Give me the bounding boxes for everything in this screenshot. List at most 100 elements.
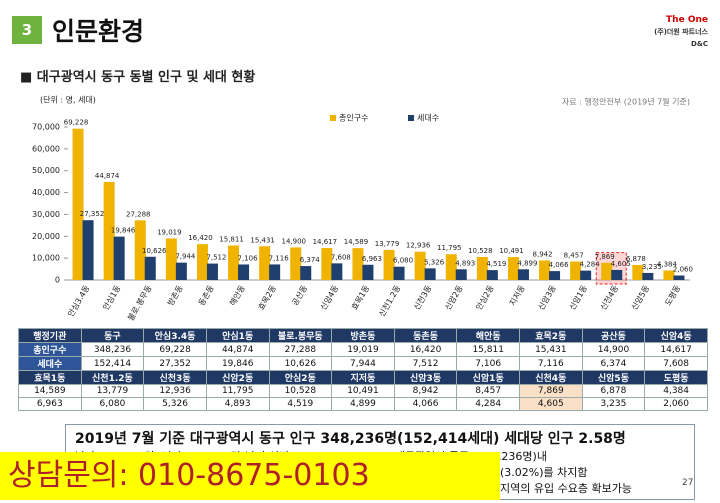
x-tick-label: 안심2동 <box>474 283 496 312</box>
bar <box>507 257 519 280</box>
table-cell: 2,060 <box>644 397 708 411</box>
data-label: 12,936 <box>406 242 431 250</box>
bar <box>455 269 467 280</box>
bar <box>331 263 343 280</box>
bar <box>424 268 436 280</box>
data-label: 8,942 <box>533 250 553 258</box>
section-number: 3 <box>12 16 42 44</box>
unit-label: (단위 : 명, 세대) <box>40 95 96 105</box>
table-cell: 6,080 <box>80 397 145 411</box>
bar <box>642 272 654 280</box>
x-tick-label: 해안동 <box>227 283 247 307</box>
subtitle: ■ 대구광역시 동구 동별 인구 및 세대 현황 <box>20 70 256 85</box>
table-cell: 7,116 <box>519 356 583 371</box>
table-cell: 10,528 <box>268 384 333 398</box>
table-cell: 4,899 <box>331 397 395 411</box>
logo-text: The One <box>666 15 708 25</box>
table-cell: 7,106 <box>456 356 520 371</box>
table-cell: 27,352 <box>143 356 207 371</box>
data-label: 10,626 <box>142 247 167 255</box>
data-label: 6,878 <box>626 255 646 263</box>
x-tick-label: 신암5동 <box>629 283 651 312</box>
table-cell: 행정기관 <box>18 328 82 343</box>
bar <box>517 269 529 280</box>
bar <box>259 246 271 280</box>
table-cell: 16,420 <box>393 342 458 357</box>
bar <box>476 256 488 280</box>
data-label: 4,605 <box>611 260 631 268</box>
bar <box>611 269 623 280</box>
table-cell: 6,963 <box>18 397 82 411</box>
table-cell: 동구 <box>80 328 145 343</box>
table-cell: 안심3.4동 <box>143 328 207 343</box>
y-tick-label: 40,000 <box>32 188 60 197</box>
summary-line: 2019년 7월 기준 대구광역시 동구 인구 348,236명(152,414… <box>75 431 626 447</box>
legend-swatch <box>408 115 414 121</box>
data-label: 13,779 <box>375 240 400 248</box>
table-cell: 7,944 <box>331 356 395 371</box>
bar <box>393 266 405 280</box>
x-tick-label: 동촌동 <box>197 284 216 308</box>
table-cell: 4,066 <box>393 397 458 411</box>
logo: The One (주)더원 파트너스 D&C <box>640 14 708 50</box>
table-cell: 27,288 <box>268 342 333 357</box>
table-cell: 4,893 <box>205 397 270 411</box>
x-tick-label: 신천3동 <box>411 283 433 312</box>
table-cell: 10,491 <box>331 384 395 398</box>
table-cell: 11,795 <box>205 384 270 398</box>
data-label: 16,420 <box>188 234 213 242</box>
bar <box>290 247 302 280</box>
table-cell: 5,326 <box>143 397 207 411</box>
table-cell: 4,605 <box>519 397 583 411</box>
table-cell: 도평동 <box>644 370 708 385</box>
table-row: 효목1동 신천1.2동 신천3동 신암2동 안심2동 지저동 신암3동 신암1동 신천4동 신암5… <box>18 370 708 385</box>
bar <box>445 254 457 280</box>
table-cell: 안심2동 <box>268 370 333 385</box>
data-label: 14,900 <box>282 237 307 245</box>
bar <box>486 270 498 280</box>
data-label: 4,893 <box>455 259 475 267</box>
data-label: 19,846 <box>111 227 136 235</box>
data-label: 5,326 <box>424 258 445 266</box>
table-cell: 4,284 <box>456 397 520 411</box>
data-label: 4,066 <box>549 261 570 269</box>
table-cell: 14,900 <box>581 342 646 357</box>
table-cell: 신암5동 <box>581 370 646 385</box>
y-tick-label: 70,000 <box>32 123 60 132</box>
data-label: 4,384 <box>657 260 678 268</box>
bar <box>175 262 187 280</box>
table-cell: 신천1.2동 <box>80 370 145 385</box>
table-cell: 총인구수 <box>18 342 82 357</box>
data-label: 19,019 <box>157 228 182 236</box>
table-cell: 7,512 <box>393 356 458 371</box>
data-label: 10,528 <box>468 247 493 255</box>
table-cell: 신암3동 <box>393 370 458 385</box>
table-row: 14,589 13,779 12,936 11,795 10,528 10,491 8,94… <box>18 384 708 398</box>
data-label: 15,431 <box>250 236 275 244</box>
data-label: 6,080 <box>393 257 413 265</box>
x-tick-label: 불로.봉무동 <box>125 283 153 322</box>
data-label: 3,235 <box>642 263 662 271</box>
bar <box>228 245 240 280</box>
table-cell: 10,626 <box>268 356 333 371</box>
bar <box>196 244 208 280</box>
table-cell: 8,942 <box>393 384 458 398</box>
table-row: 6,963 6,080 5,326 4,893 4,519 4,899 4,066 4,284… <box>18 397 708 411</box>
x-tick-label: 방촌동 <box>165 283 185 307</box>
table-cell: 12,936 <box>143 384 207 398</box>
data-label: 7,512 <box>206 254 226 262</box>
bar <box>352 248 364 280</box>
table-cell: 6,878 <box>581 384 646 398</box>
bar <box>601 262 613 280</box>
data-label: 11,795 <box>437 244 462 252</box>
table-cell: 15,431 <box>519 342 583 357</box>
x-tick-label: 안심1동 <box>100 283 122 312</box>
table-cell: 14,589 <box>18 384 82 398</box>
data-label: 7,869 <box>595 253 615 261</box>
bar <box>362 264 374 280</box>
bar <box>134 220 146 280</box>
data-label: 14,589 <box>344 238 369 246</box>
bar <box>72 128 84 280</box>
x-tick-label: 공산동 <box>289 283 309 307</box>
table-cell: 6,374 <box>581 356 646 371</box>
